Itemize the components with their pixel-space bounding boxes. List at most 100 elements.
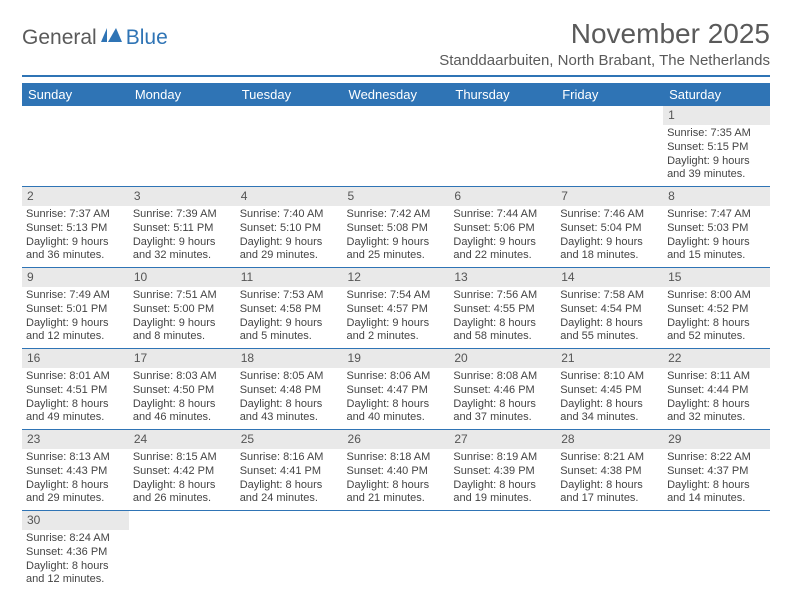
logo-text-1: General	[22, 26, 97, 50]
daylight-text: Daylight: 8 hours	[453, 398, 552, 412]
sunrise-text: Sunrise: 7:37 AM	[26, 208, 125, 222]
sunrise-text: Sunrise: 7:42 AM	[347, 208, 446, 222]
daylight-text: and 8 minutes.	[133, 330, 232, 344]
day-number: 9	[22, 268, 129, 287]
calendar-day-cell: 19Sunrise: 8:06 AMSunset: 4:47 PMDayligh…	[343, 349, 450, 430]
sunset-text: Sunset: 4:52 PM	[667, 303, 766, 317]
sunrise-text: Sunrise: 8:11 AM	[667, 370, 766, 384]
daylight-text: and 12 minutes.	[26, 330, 125, 344]
day-number: 15	[663, 268, 770, 287]
daylight-text: Daylight: 9 hours	[667, 155, 766, 169]
day-details: Sunrise: 7:42 AMSunset: 5:08 PMDaylight:…	[343, 206, 450, 267]
day-details: Sunrise: 8:18 AMSunset: 4:40 PMDaylight:…	[343, 449, 450, 510]
daylight-text: Daylight: 9 hours	[560, 236, 659, 250]
calendar-day-cell: 5Sunrise: 7:42 AMSunset: 5:08 PMDaylight…	[343, 187, 450, 268]
calendar-day-cell: 12Sunrise: 7:54 AMSunset: 4:57 PMDayligh…	[343, 268, 450, 349]
day-number: 10	[129, 268, 236, 287]
calendar-day-cell: 6Sunrise: 7:44 AMSunset: 5:06 PMDaylight…	[449, 187, 556, 268]
day-details: Sunrise: 7:58 AMSunset: 4:54 PMDaylight:…	[556, 287, 663, 348]
calendar-body: 1Sunrise: 7:35 AMSunset: 5:15 PMDaylight…	[22, 106, 770, 591]
calendar-table: SundayMondayTuesdayWednesdayThursdayFrid…	[22, 83, 770, 591]
calendar-day-cell: 16Sunrise: 8:01 AMSunset: 4:51 PMDayligh…	[22, 349, 129, 430]
sunrise-text: Sunrise: 8:03 AM	[133, 370, 232, 384]
calendar-day-cell: 13Sunrise: 7:56 AMSunset: 4:55 PMDayligh…	[449, 268, 556, 349]
calendar-day-cell	[129, 511, 236, 592]
daylight-text: and 15 minutes.	[667, 249, 766, 263]
day-number: 14	[556, 268, 663, 287]
sunset-text: Sunset: 4:48 PM	[240, 384, 339, 398]
calendar-day-cell	[556, 106, 663, 187]
daylight-text: and 58 minutes.	[453, 330, 552, 344]
sunset-text: Sunset: 5:03 PM	[667, 222, 766, 236]
weekday-header-row: SundayMondayTuesdayWednesdayThursdayFrid…	[22, 83, 770, 106]
sunset-text: Sunset: 4:37 PM	[667, 465, 766, 479]
daylight-text: Daylight: 9 hours	[26, 317, 125, 331]
daylight-text: and 5 minutes.	[240, 330, 339, 344]
daylight-text: Daylight: 8 hours	[560, 317, 659, 331]
sunset-text: Sunset: 4:45 PM	[560, 384, 659, 398]
sunset-text: Sunset: 4:51 PM	[26, 384, 125, 398]
weekday-header: Monday	[129, 83, 236, 106]
day-number: 18	[236, 349, 343, 368]
day-details: Sunrise: 8:03 AMSunset: 4:50 PMDaylight:…	[129, 368, 236, 429]
daylight-text: Daylight: 8 hours	[667, 479, 766, 493]
calendar-day-cell: 25Sunrise: 8:16 AMSunset: 4:41 PMDayligh…	[236, 430, 343, 511]
day-details: Sunrise: 8:16 AMSunset: 4:41 PMDaylight:…	[236, 449, 343, 510]
daylight-text: Daylight: 8 hours	[26, 560, 125, 574]
sunrise-text: Sunrise: 7:58 AM	[560, 289, 659, 303]
calendar-day-cell	[129, 106, 236, 187]
sunrise-text: Sunrise: 8:10 AM	[560, 370, 659, 384]
day-number: 30	[22, 511, 129, 530]
sunset-text: Sunset: 5:11 PM	[133, 222, 232, 236]
day-number: 20	[449, 349, 556, 368]
day-details: Sunrise: 7:51 AMSunset: 5:00 PMDaylight:…	[129, 287, 236, 348]
day-details: Sunrise: 8:22 AMSunset: 4:37 PMDaylight:…	[663, 449, 770, 510]
calendar-day-cell	[449, 511, 556, 592]
sunrise-text: Sunrise: 8:16 AM	[240, 451, 339, 465]
calendar-day-cell: 8Sunrise: 7:47 AMSunset: 5:03 PMDaylight…	[663, 187, 770, 268]
sunrise-text: Sunrise: 7:35 AM	[667, 127, 766, 141]
daylight-text: and 18 minutes.	[560, 249, 659, 263]
sunset-text: Sunset: 5:00 PM	[133, 303, 232, 317]
sunrise-text: Sunrise: 7:56 AM	[453, 289, 552, 303]
day-details: Sunrise: 8:01 AMSunset: 4:51 PMDaylight:…	[22, 368, 129, 429]
daylight-text: Daylight: 9 hours	[347, 236, 446, 250]
daylight-text: Daylight: 9 hours	[453, 236, 552, 250]
daylight-text: Daylight: 8 hours	[240, 398, 339, 412]
day-number: 25	[236, 430, 343, 449]
calendar-day-cell	[556, 511, 663, 592]
daylight-text: and 17 minutes.	[560, 492, 659, 506]
sunset-text: Sunset: 4:41 PM	[240, 465, 339, 479]
daylight-text: and 37 minutes.	[453, 411, 552, 425]
daylight-text: and 21 minutes.	[347, 492, 446, 506]
calendar-day-cell: 1Sunrise: 7:35 AMSunset: 5:15 PMDaylight…	[663, 106, 770, 187]
daylight-text: Daylight: 8 hours	[453, 317, 552, 331]
day-number: 3	[129, 187, 236, 206]
title-block: November 2025 Standdaarbuiten, North Bra…	[439, 18, 770, 69]
day-number: 5	[343, 187, 450, 206]
sunset-text: Sunset: 5:08 PM	[347, 222, 446, 236]
calendar-day-cell: 27Sunrise: 8:19 AMSunset: 4:39 PMDayligh…	[449, 430, 556, 511]
calendar-day-cell: 11Sunrise: 7:53 AMSunset: 4:58 PMDayligh…	[236, 268, 343, 349]
day-number: 11	[236, 268, 343, 287]
daylight-text: and 43 minutes.	[240, 411, 339, 425]
weekday-header: Thursday	[449, 83, 556, 106]
daylight-text: and 24 minutes.	[240, 492, 339, 506]
daylight-text: and 29 minutes.	[240, 249, 339, 263]
sunset-text: Sunset: 4:43 PM	[26, 465, 125, 479]
sunrise-text: Sunrise: 8:06 AM	[347, 370, 446, 384]
sunset-text: Sunset: 5:06 PM	[453, 222, 552, 236]
day-number: 24	[129, 430, 236, 449]
sunrise-text: Sunrise: 7:39 AM	[133, 208, 232, 222]
daylight-text: and 36 minutes.	[26, 249, 125, 263]
calendar-day-cell: 14Sunrise: 7:58 AMSunset: 4:54 PMDayligh…	[556, 268, 663, 349]
sunrise-text: Sunrise: 8:22 AM	[667, 451, 766, 465]
day-number: 29	[663, 430, 770, 449]
daylight-text: and 19 minutes.	[453, 492, 552, 506]
day-number: 7	[556, 187, 663, 206]
day-number: 19	[343, 349, 450, 368]
daylight-text: Daylight: 8 hours	[453, 479, 552, 493]
calendar-day-cell	[343, 106, 450, 187]
day-details: Sunrise: 7:44 AMSunset: 5:06 PMDaylight:…	[449, 206, 556, 267]
sunrise-text: Sunrise: 8:00 AM	[667, 289, 766, 303]
